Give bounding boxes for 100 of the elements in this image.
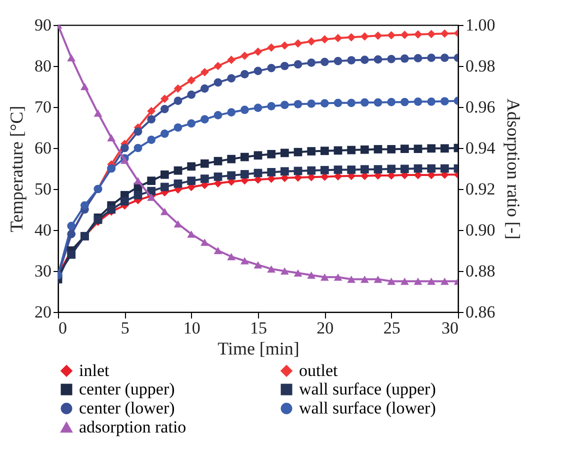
legend-label: adsorption ratio <box>79 418 186 436</box>
x-tick-label: 30 <box>442 318 458 338</box>
point <box>400 98 409 106</box>
y2-tick-label: 0.88 <box>466 262 496 280</box>
y-axis-title: Temperature [°C] <box>6 106 26 232</box>
point <box>440 144 449 153</box>
point <box>214 156 222 166</box>
point <box>414 144 422 154</box>
point <box>254 47 262 56</box>
y-tick-label: 40 <box>34 220 52 240</box>
point <box>294 166 302 176</box>
point <box>267 43 276 52</box>
point <box>134 127 142 136</box>
point <box>240 106 249 114</box>
point <box>214 111 222 120</box>
y-tick-label: 70 <box>34 98 52 116</box>
point <box>294 100 302 108</box>
legend-label: center (lower) <box>79 398 175 418</box>
point <box>267 168 276 176</box>
point <box>187 119 196 128</box>
x-tick-label: 15 <box>250 318 267 338</box>
point <box>294 269 302 277</box>
point <box>374 145 382 154</box>
point <box>347 98 356 108</box>
point <box>360 276 369 283</box>
point <box>67 222 76 230</box>
point <box>307 147 316 156</box>
point <box>254 261 262 268</box>
point <box>187 162 196 171</box>
x-tick-label: 5 <box>120 318 130 338</box>
point <box>160 104 169 114</box>
point <box>320 166 329 174</box>
point <box>427 144 436 153</box>
point <box>440 97 449 106</box>
point <box>387 54 396 64</box>
point <box>294 39 302 48</box>
point <box>414 30 422 39</box>
point <box>387 145 396 154</box>
point <box>134 144 142 152</box>
point <box>387 164 396 174</box>
point <box>414 54 422 62</box>
point <box>240 257 249 264</box>
point <box>414 278 422 285</box>
point <box>120 197 129 206</box>
point <box>334 166 342 174</box>
point <box>347 33 356 42</box>
point <box>214 246 222 254</box>
point <box>134 177 142 184</box>
point <box>147 176 156 185</box>
point <box>334 56 342 66</box>
point <box>400 278 409 285</box>
point <box>360 56 369 64</box>
point <box>360 32 369 41</box>
point <box>307 37 316 46</box>
point <box>67 54 76 62</box>
y2-axis-title: Adsorption ratio [-] <box>503 98 524 240</box>
point <box>414 97 422 106</box>
point <box>254 151 262 160</box>
point <box>214 78 222 87</box>
point <box>294 148 302 156</box>
point <box>347 276 356 283</box>
point <box>294 60 302 69</box>
point <box>440 278 449 285</box>
legend-label: inlet <box>79 360 110 380</box>
point <box>227 108 236 117</box>
point <box>67 250 76 259</box>
y2-tick-label: 0.92 <box>466 180 496 198</box>
point <box>160 208 169 216</box>
point <box>254 104 262 112</box>
point <box>147 106 156 116</box>
point <box>227 171 236 180</box>
point <box>347 166 356 174</box>
point <box>200 84 209 93</box>
point <box>280 167 289 176</box>
point <box>227 154 236 164</box>
point <box>387 98 396 106</box>
point <box>147 136 156 144</box>
point <box>187 176 196 185</box>
point <box>174 166 182 175</box>
point <box>427 97 436 106</box>
point <box>374 31 382 40</box>
point <box>280 100 289 110</box>
point <box>387 278 396 285</box>
x-tick-label: 0 <box>58 318 67 338</box>
point <box>400 30 409 40</box>
point <box>280 148 289 158</box>
point <box>200 238 209 246</box>
point <box>280 41 289 50</box>
y2-tick-label: 1.00 <box>466 16 496 34</box>
point <box>307 166 316 175</box>
point <box>120 156 129 164</box>
point <box>374 98 382 107</box>
point <box>427 278 436 285</box>
point <box>227 74 236 82</box>
point <box>174 96 182 106</box>
y2-tick-label: 0.96 <box>466 98 496 116</box>
point <box>427 30 436 38</box>
legend-label: outlet <box>299 360 338 380</box>
point <box>160 94 169 103</box>
point <box>320 274 329 281</box>
